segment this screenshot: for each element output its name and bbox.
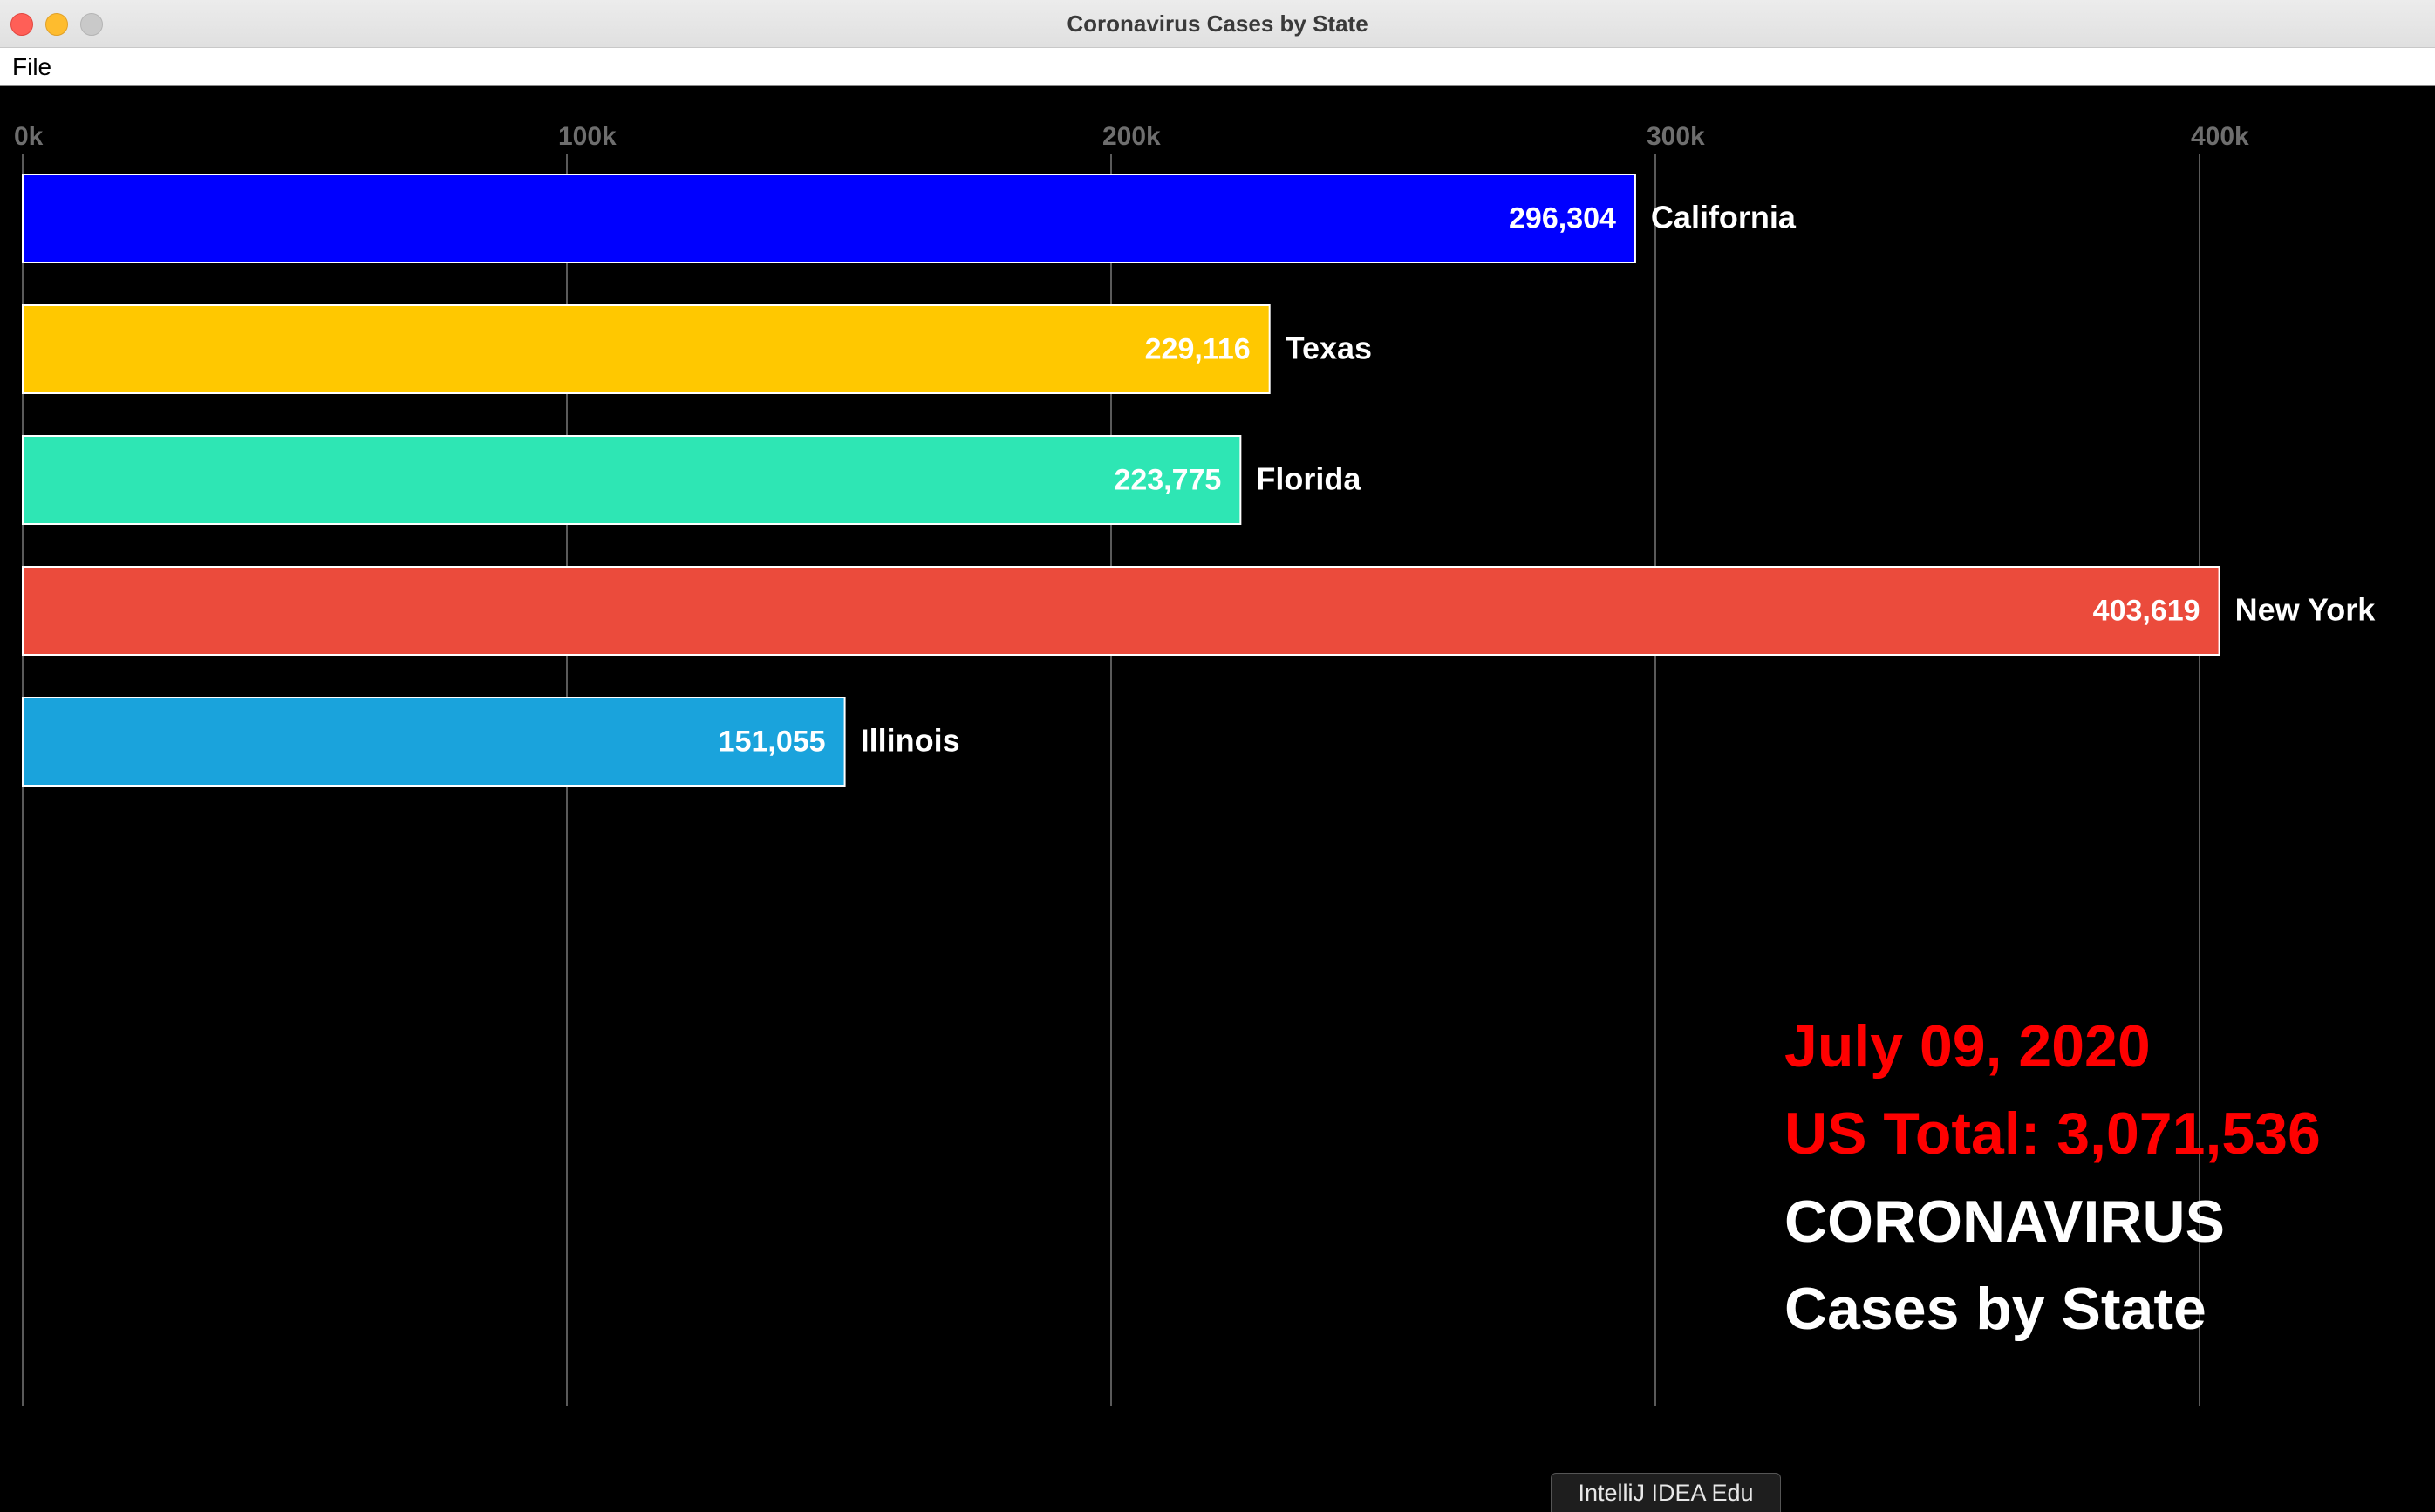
bar-value-label: 229,116 <box>1145 333 1251 366</box>
x-tick-label: 200k <box>1102 122 1161 151</box>
title-bar[interactable]: Coronavirus Cases by State <box>0 0 2435 48</box>
dock-tooltip: IntelliJ IDEA Edu <box>1551 1473 1781 1512</box>
x-tick-label: 400k <box>2191 122 2249 151</box>
zoom-window-button[interactable] <box>80 13 103 36</box>
bar-category-label: New York <box>2235 592 2377 628</box>
bar <box>22 304 1271 394</box>
window-title: Coronavirus Cases by State <box>1067 10 1368 37</box>
bar-value-label: 403,619 <box>2093 595 2200 628</box>
chart-title-line2: Cases by State <box>1784 1276 2207 1342</box>
bar-category-label: California <box>1651 200 1797 235</box>
bar-value-label: 296,304 <box>1509 202 1616 235</box>
bar-category-label: Illinois <box>861 723 960 759</box>
bar <box>22 566 2220 656</box>
chart-title-line1: CORONAVIRUS <box>1784 1188 2225 1255</box>
bar-value-label: 223,775 <box>1114 464 1221 497</box>
chart-canvas: 0k 100k 200k 300k 400k 296,304 California 229,1… <box>0 86 2435 1512</box>
bar <box>22 697 846 787</box>
bar <box>22 435 1242 525</box>
bar-value-label: 151,055 <box>719 725 826 759</box>
menu-bar: File <box>0 48 2435 86</box>
date-label: July 09, 2020 <box>1784 1013 2151 1080</box>
bar <box>22 174 1636 263</box>
bar-category-label: Florida <box>1256 461 1361 497</box>
x-tick-label: 0k <box>14 122 44 151</box>
x-tick-label: 300k <box>1647 122 1705 151</box>
x-tick-label: 100k <box>558 122 617 151</box>
menu-file[interactable]: File <box>12 53 52 80</box>
minimize-window-button[interactable] <box>45 13 68 36</box>
bar-category-label: Texas <box>1286 330 1372 366</box>
us-total-label: US Total: 3,071,536 <box>1784 1100 2321 1167</box>
close-window-button[interactable] <box>10 13 33 36</box>
bar-chart: 0k 100k 200k 300k 400k 296,304 California 229,1… <box>14 122 2377 1406</box>
